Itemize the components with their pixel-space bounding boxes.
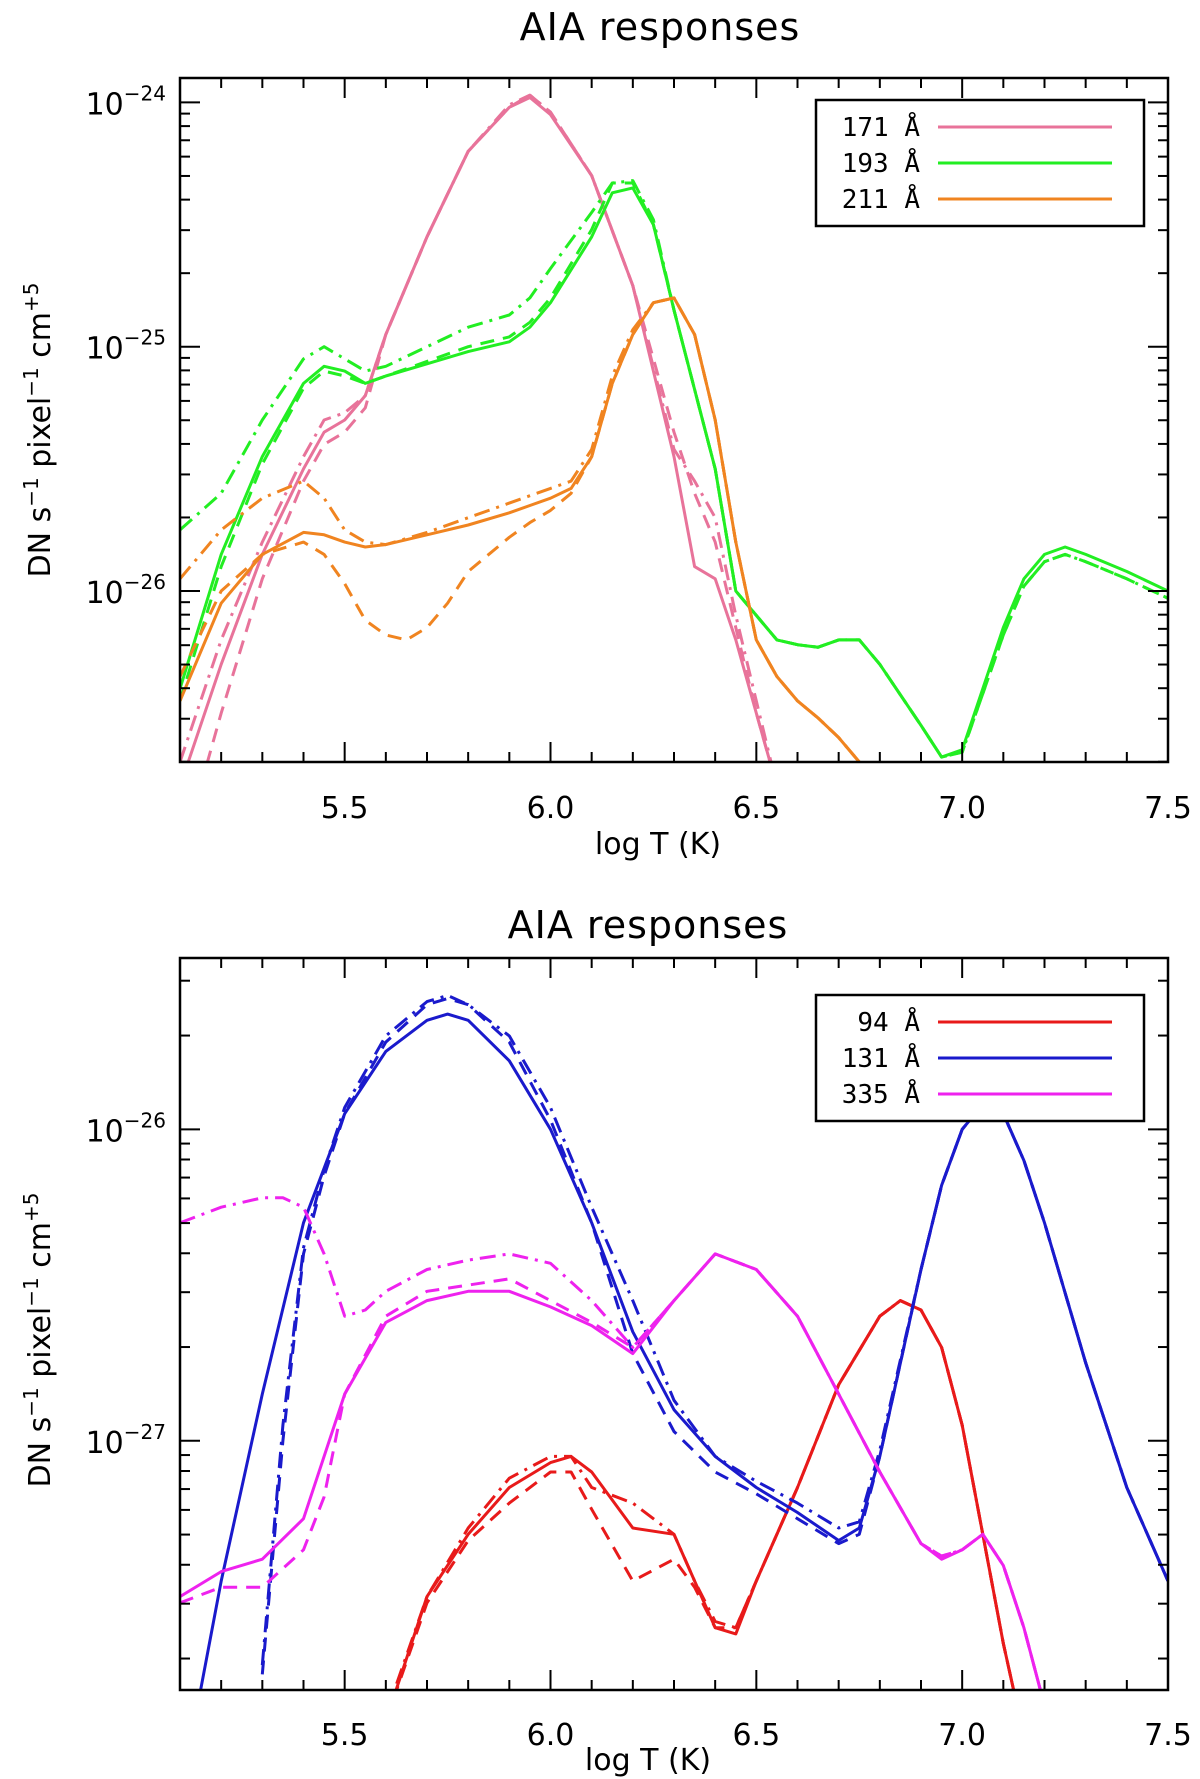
series-line (186, 96, 772, 762)
series-line (180, 181, 1168, 759)
chart-title-bottom: AIA responses (508, 903, 789, 947)
series-line (180, 1252, 1042, 1690)
series-line (180, 296, 862, 762)
series-line (180, 296, 862, 762)
legend-bottom: 94 Å 131 Å 335 Å (814, 993, 1146, 1123)
series-line (394, 1299, 1016, 1690)
y-axis-label-top: DN s−1 pixel−1 cm+5 (19, 283, 58, 578)
x-tick-label: 7.0 (938, 791, 986, 826)
legend-label: 193 Å (842, 147, 921, 179)
series-line (180, 296, 862, 762)
x-tick-label: 7.5 (1144, 791, 1192, 826)
chart-panel-bottom: AIA responses log T (K) DN s−1 pixel−1 c… (19, 903, 1192, 1778)
x-tick-label: 5.5 (321, 1718, 369, 1753)
legend-label: 171 Å (842, 111, 921, 143)
series-line (180, 1252, 1042, 1690)
x-tick-label: 6.0 (527, 791, 575, 826)
x-axis-label-top: log T (K) (595, 827, 721, 862)
y-tick-label: 10−26 (86, 1108, 166, 1149)
x-tick-label: 6.5 (732, 1718, 780, 1753)
x-tick-label: 7.0 (938, 1718, 986, 1753)
y-tick-label: 10−25 (86, 326, 166, 367)
y-tick-label: 10−26 (86, 570, 166, 611)
x-tick-label: 7.5 (1144, 1718, 1192, 1753)
series-line (260, 993, 1168, 1666)
x-tick-label: 6.0 (527, 1718, 575, 1753)
chart-title-top: AIA responses (520, 5, 801, 49)
legend-label: 335 Å (842, 1078, 921, 1110)
series-line (180, 179, 1168, 759)
legend-label: 211 Å (842, 183, 921, 215)
legend-top: 171 Å 193 Å 211 Å (814, 98, 1146, 228)
legend-label: 94 Å (857, 1006, 920, 1038)
y-tick-label: 10−24 (86, 81, 166, 122)
chart-panel-top: AIA responses log T (K) DN s−1 pixel−1 c… (19, 5, 1192, 862)
x-axis-label-bottom: log T (K) (585, 1743, 711, 1778)
y-tick-label: 10−27 (86, 1420, 166, 1461)
series-line (205, 93, 772, 762)
x-tick-label: 5.5 (321, 791, 369, 826)
series-line (180, 186, 1168, 759)
series-line (180, 93, 773, 762)
series-line (395, 1299, 1016, 1690)
series-line (392, 1299, 1016, 1690)
x-tick-label: 6.5 (732, 791, 780, 826)
y-axis-label-bottom: DN s−1 pixel−1 cm+5 (19, 1193, 58, 1488)
legend-label: 131 Å (842, 1042, 921, 1074)
series-group-top (180, 93, 1168, 762)
